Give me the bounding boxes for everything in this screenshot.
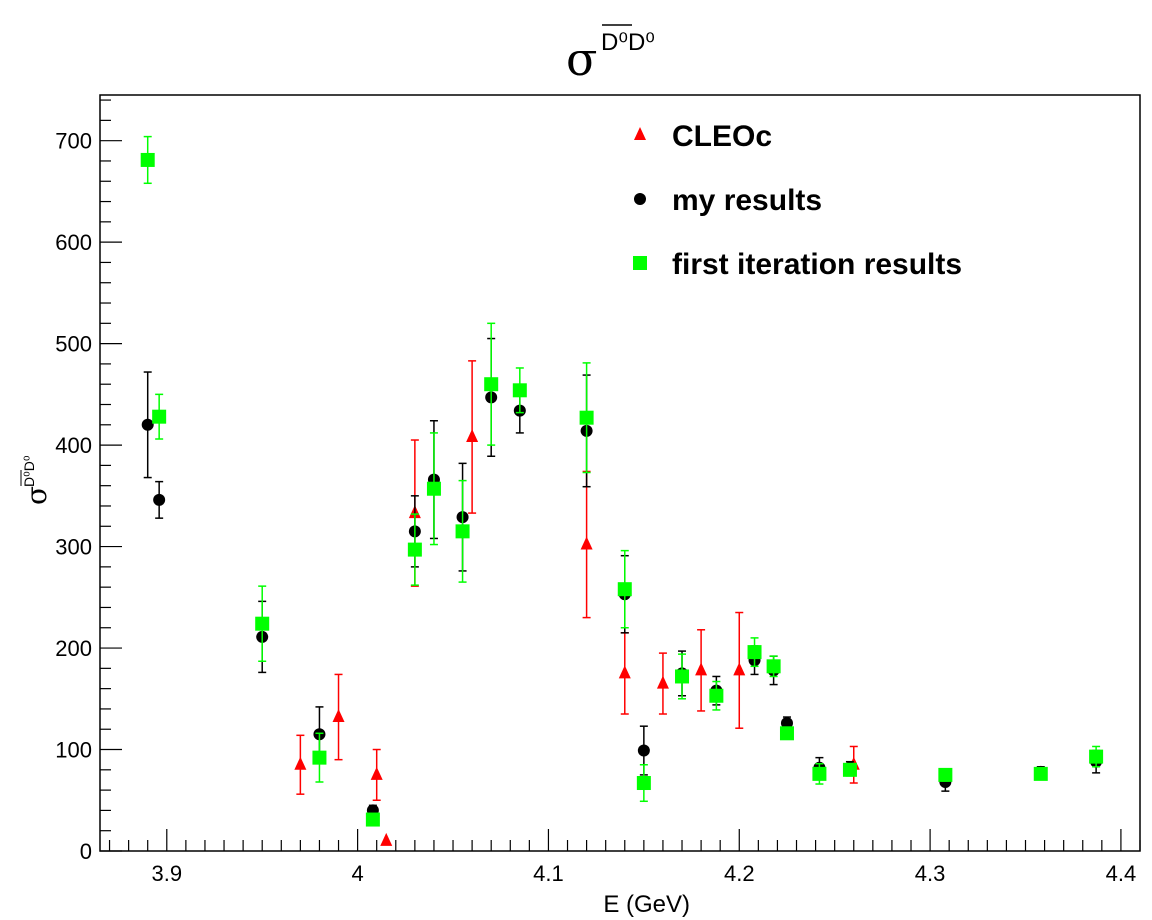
chart-title: σ D⁰D⁰ <box>566 24 655 86</box>
data-point <box>618 665 631 679</box>
series-first-iteration-results <box>140 135 1104 827</box>
data-point <box>370 766 383 780</box>
plot-border <box>99 94 1141 852</box>
legend-label: first iteration results <box>672 248 962 281</box>
legend-marker <box>634 193 646 205</box>
legend-marker <box>634 127 646 140</box>
data-point <box>733 662 746 676</box>
y-tick-label: 600 <box>55 230 92 255</box>
data-point <box>812 766 827 781</box>
data-point <box>580 536 593 550</box>
y-axis: 0 100 200 300 400 500 600 700 <box>55 99 122 864</box>
data-point <box>675 669 690 684</box>
data-point <box>938 767 953 782</box>
data-point <box>1033 766 1048 781</box>
legend-label: CLEOc <box>672 120 772 153</box>
data-point <box>637 744 650 757</box>
x-tick-label: 4.4 <box>1106 861 1137 886</box>
y-tick-label: 100 <box>55 738 92 763</box>
legend-entry: CLEOc <box>634 120 772 153</box>
data-point <box>656 675 669 689</box>
data-point <box>426 481 441 496</box>
title-symbol: σ <box>566 32 597 86</box>
legend-entry: my results <box>634 184 822 217</box>
x-tick-label: 4.3 <box>915 861 946 886</box>
data-point <box>140 152 155 167</box>
data-point <box>141 418 154 431</box>
series-cleoc <box>294 360 860 846</box>
data-point <box>766 659 781 674</box>
data-point <box>380 832 393 846</box>
x-axis: 3.9 4 4.1 4.2 4.3 4.4 <box>108 829 1141 886</box>
ylabel-superscript: D⁰D⁰ <box>21 455 37 487</box>
data-point <box>407 542 422 557</box>
data-point <box>780 717 793 730</box>
data-point <box>484 377 499 392</box>
plot-frame <box>99 94 1141 852</box>
data-point <box>747 645 762 660</box>
y-tick-label: 300 <box>55 535 92 560</box>
data-point <box>466 428 479 442</box>
data-point <box>512 383 527 398</box>
data-point <box>636 776 651 791</box>
data-point <box>153 493 166 506</box>
ylabel-symbol: σ <box>20 486 53 505</box>
y-tick-label: 700 <box>55 129 92 154</box>
data-point <box>779 726 794 741</box>
title-superscript: D⁰D⁰ <box>601 29 655 56</box>
data-point <box>312 750 327 765</box>
legend: CLEOc my results first iteration results <box>633 120 962 281</box>
data-point <box>455 524 470 539</box>
series-layer <box>140 135 1104 846</box>
x-tick-label: 4 <box>351 861 363 886</box>
data-point <box>332 709 345 723</box>
data-point <box>579 410 594 425</box>
data-point <box>1089 749 1104 764</box>
data-point <box>709 688 724 703</box>
legend-label: my results <box>672 184 822 217</box>
x-axis-label: E (GeV) <box>603 891 690 918</box>
data-point <box>294 756 307 770</box>
series-my-results <box>141 337 1103 817</box>
data-point <box>842 762 857 777</box>
data-point <box>617 582 632 597</box>
legend-marker <box>633 256 647 270</box>
y-tick-label: 500 <box>55 332 92 357</box>
x-tick-label: 4.2 <box>724 861 755 886</box>
y-tick-label: 200 <box>55 636 92 661</box>
x-tick-label: 4.1 <box>533 861 564 886</box>
data-point <box>152 409 167 424</box>
x-tick-label: 3.9 <box>151 861 182 886</box>
y-tick-label: 400 <box>55 433 92 458</box>
data-point <box>695 662 708 676</box>
y-tick-label: 0 <box>80 839 92 864</box>
data-point <box>255 616 270 631</box>
data-point <box>365 812 380 827</box>
legend-entry: first iteration results <box>633 248 962 281</box>
